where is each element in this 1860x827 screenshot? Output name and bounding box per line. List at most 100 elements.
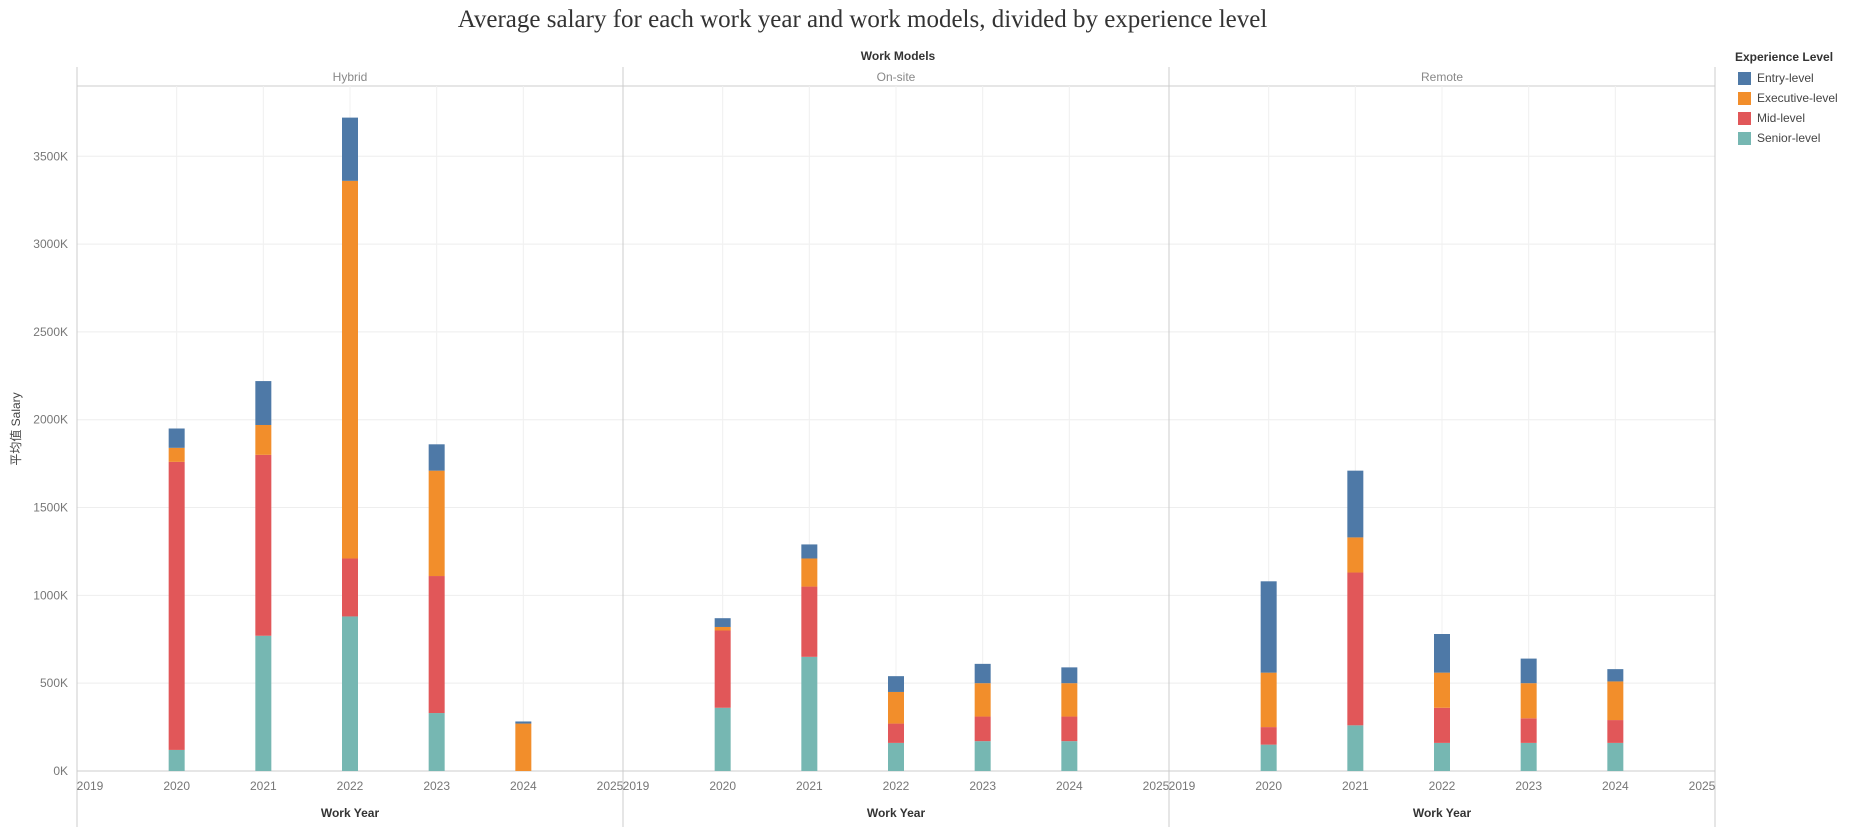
- bar-segment-remote-2023-mid-level: [1520, 718, 1537, 743]
- bar-segment-hybrid-2023-entry-level: [428, 444, 445, 471]
- bar-segment-remote-2022-senior-level: [1434, 742, 1450, 771]
- bar-segment-remote-2023-senior-level: [1520, 742, 1537, 771]
- legend-swatch: [1738, 111, 1751, 125]
- x-tick-label: 2023: [1515, 779, 1542, 793]
- chart-plot-area: 0K 500K 1000K 1500K 2000K 2500K 3000K 3500K 平均值 …: [8, 49, 1716, 827]
- bar-segment-hybrid-2023-mid-level: [428, 576, 445, 714]
- bar-segment-remote-2020-senior-level: [1260, 744, 1277, 771]
- bar-segment-remote-2020-executive-level: [1260, 672, 1277, 728]
- y-tick-label: 3500K: [33, 149, 68, 163]
- x-tick-label: 2025: [1143, 779, 1170, 793]
- legend-items: Entry-level Executive-level Mid-level Senio…: [1735, 68, 1838, 148]
- x-tick-label: 2024: [1056, 779, 1083, 793]
- bar-segment-remote-2022-mid-level: [1434, 707, 1450, 743]
- chart-title: Average salary for each work year and wo…: [457, 6, 1268, 33]
- y-tick-label: 1500K: [33, 501, 68, 515]
- x-tick-label: 2022: [883, 779, 910, 793]
- bar-segment-on-site-2022-executive-level: [888, 691, 904, 724]
- bar-segment-on-site-2023-executive-level: [974, 683, 991, 717]
- bar-segment-hybrid-2022-senior-level: [342, 616, 358, 771]
- legend-label: Mid-level: [1757, 111, 1806, 125]
- bar-segment-on-site-2023-entry-level: [974, 663, 991, 684]
- bar-segment-on-site-2024-entry-level: [1061, 667, 1078, 684]
- x-tick-label: 2020: [709, 779, 736, 793]
- legend-item[interactable]: Mid-level: [1735, 108, 1838, 128]
- x-tick-label: 2023: [969, 779, 996, 793]
- bar-segment-on-site-2020-executive-level: [714, 626, 731, 631]
- bar-segment-hybrid-2021-mid-level: [255, 454, 272, 636]
- legend-label: Executive-level: [1757, 91, 1838, 105]
- y-tick-label: 1000K: [33, 588, 68, 602]
- bar-segment-hybrid-2022-mid-level: [342, 558, 358, 617]
- bar-segment-hybrid-2024-entry-level: [515, 721, 532, 724]
- bar-segment-remote-2021-entry-level: [1347, 470, 1364, 538]
- bar-segment-on-site-2022-mid-level: [888, 723, 904, 743]
- legend-item[interactable]: Senior-level: [1735, 128, 1838, 148]
- bar-segment-hybrid-2022-entry-level: [342, 117, 358, 181]
- x-tick-label: 2019: [77, 779, 104, 793]
- x-tick-label: 2024: [1602, 779, 1629, 793]
- x-tick-label: 2021: [796, 779, 823, 793]
- x-tick-label: 2024: [510, 779, 537, 793]
- x-tick-label: 2020: [1255, 779, 1282, 793]
- bar-segment-on-site-2024-executive-level: [1061, 683, 1078, 717]
- bar-segment-on-site-2020-entry-level: [714, 618, 731, 627]
- bar-segment-on-site-2023-senior-level: [974, 741, 991, 771]
- bar-segment-remote-2024-senior-level: [1607, 742, 1624, 771]
- bar-segment-remote-2021-senior-level: [1347, 725, 1364, 771]
- legend-swatch: [1738, 71, 1751, 85]
- bar-segment-hybrid-2023-executive-level: [428, 470, 445, 577]
- x-tick-label: 2025: [1689, 779, 1716, 793]
- bar-segment-remote-2024-entry-level: [1607, 669, 1624, 682]
- legend-item[interactable]: Executive-level: [1735, 88, 1838, 108]
- bar-segment-on-site-2022-senior-level: [888, 742, 904, 771]
- x-tick-label: 2021: [250, 779, 277, 793]
- bar-segment-on-site-2024-senior-level: [1061, 741, 1078, 771]
- panel-header-remote: Remote: [1421, 70, 1463, 84]
- y-axis-title: 平均值 Salary: [8, 392, 23, 465]
- legend-label: Senior-level: [1757, 131, 1821, 145]
- y-tick-label: 500K: [40, 676, 68, 690]
- bar-segment-on-site-2021-executive-level: [801, 558, 818, 587]
- legend-title: Experience Level: [1735, 50, 1834, 64]
- x-tick-label: 2023: [423, 779, 450, 793]
- panel-header-on-site: On-site: [877, 70, 916, 84]
- x-tick-label: 2021: [1342, 779, 1369, 793]
- x-tick-label: 2019: [1169, 779, 1196, 793]
- y-tick-label: 3000K: [33, 237, 68, 251]
- bar-segment-remote-2022-executive-level: [1434, 672, 1450, 708]
- x-tick-label: 2022: [337, 779, 364, 793]
- legend-swatch: [1738, 91, 1751, 105]
- bar-segment-hybrid-2022-executive-level: [342, 180, 358, 559]
- bar-segment-remote-2022-entry-level: [1434, 634, 1450, 673]
- bar-segment-remote-2021-mid-level: [1347, 572, 1364, 726]
- x-axis-title: Work Year: [1413, 806, 1472, 820]
- bar-segment-on-site-2021-senior-level: [801, 656, 818, 771]
- x-axis-title: Work Year: [867, 806, 926, 820]
- bar-segment-on-site-2020-mid-level: [714, 630, 731, 708]
- bar-segment-hybrid-2020-entry-level: [168, 428, 185, 448]
- x-axis-title: Work Year: [321, 806, 380, 820]
- bar-segment-hybrid-2020-senior-level: [168, 749, 185, 771]
- bar-segment-remote-2021-executive-level: [1347, 537, 1364, 573]
- y-tick-label: 0K: [53, 764, 68, 778]
- legend-item[interactable]: Entry-level: [1735, 68, 1838, 88]
- bar-segment-on-site-2020-senior-level: [714, 707, 731, 771]
- legend-label: Entry-level: [1757, 71, 1814, 85]
- y-tick-label: 2500K: [33, 325, 68, 339]
- bar-segment-remote-2024-mid-level: [1607, 720, 1624, 743]
- x-tick-label: 2020: [163, 779, 190, 793]
- bar-segment-hybrid-2020-executive-level: [168, 447, 185, 462]
- bar-segment-remote-2020-mid-level: [1260, 727, 1277, 745]
- bar-segment-remote-2020-entry-level: [1260, 581, 1277, 673]
- bar-segment-hybrid-2024-executive-level: [515, 723, 532, 771]
- x-tick-label: 2022: [1429, 779, 1456, 793]
- y-tick-label: 2000K: [33, 413, 68, 427]
- bar-segment-hybrid-2021-executive-level: [255, 424, 272, 455]
- bar-segment-on-site-2021-mid-level: [801, 586, 818, 657]
- bar-segment-hybrid-2020-mid-level: [168, 461, 185, 750]
- x-tick-label: 2019: [623, 779, 650, 793]
- bar-segment-on-site-2022-entry-level: [888, 676, 904, 692]
- bar-segment-remote-2024-executive-level: [1607, 681, 1624, 721]
- bar-segment-hybrid-2021-entry-level: [255, 381, 272, 425]
